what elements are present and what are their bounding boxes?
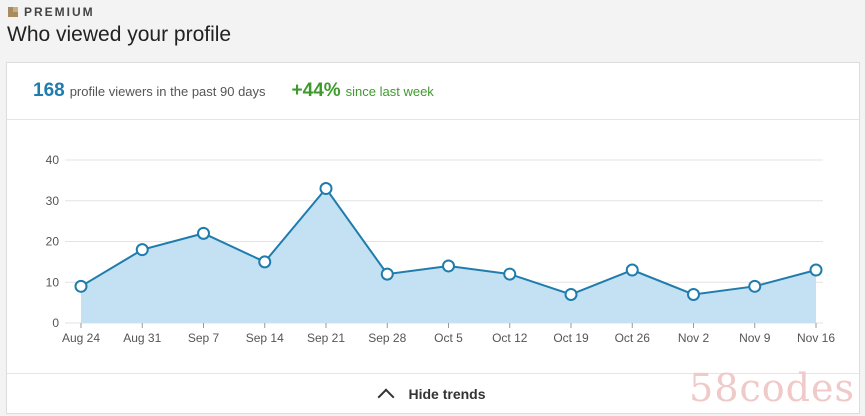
data-point[interactable] (258, 255, 272, 269)
y-tick-label: 10 (46, 275, 60, 289)
y-tick-label: 20 (46, 235, 60, 249)
change-value: +44% (291, 80, 341, 101)
x-tick-label: Oct 26 (615, 331, 651, 345)
x-tick-label: Nov 9 (739, 331, 771, 345)
x-tick-label: Oct 5 (434, 331, 463, 345)
data-point[interactable] (380, 267, 394, 281)
data-point[interactable] (625, 263, 639, 277)
premium-icon (8, 7, 18, 17)
data-point[interactable] (809, 263, 823, 277)
x-tick-label: Oct 19 (553, 331, 589, 345)
chevron-up-icon[interactable] (377, 388, 395, 405)
trend-chart: 0 10 20 30 40 Aug 24 Aug 31 Sep 7 Sep 14 Sep 21 Se… (46, 153, 836, 345)
x-tick-label: Nov 2 (678, 331, 710, 345)
data-point[interactable] (564, 287, 578, 301)
change-stat: +44% since last week (266, 80, 434, 102)
x-tick-label: Aug 31 (123, 331, 161, 345)
page-title: Who viewed your profile (7, 23, 232, 46)
y-tick-label: 40 (46, 153, 60, 167)
viewers-stat: 168 profile viewers in the past 90 days (33, 80, 266, 102)
x-tick-label: Sep 7 (188, 331, 220, 345)
data-point[interactable] (748, 279, 762, 293)
data-point[interactable] (197, 226, 210, 240)
x-tick-label: Aug 24 (62, 331, 100, 345)
x-tick-label: Nov 16 (797, 331, 835, 345)
y-tick-label: 0 (52, 316, 59, 330)
data-point[interactable] (319, 182, 333, 196)
hide-trends-button[interactable]: Hide trends (408, 385, 486, 402)
y-tick-label: 30 (46, 194, 60, 208)
x-tick-label: Sep 28 (368, 331, 406, 345)
area-fill (81, 188, 816, 323)
card-header: 168 profile viewers in the past 90 days … (7, 63, 859, 120)
premium-row: PREMIUM (8, 5, 95, 19)
premium-label: PREMIUM (24, 5, 95, 19)
viewers-count[interactable]: 168 (33, 80, 65, 101)
x-tick-label: Sep 21 (307, 331, 345, 345)
data-point[interactable] (503, 267, 517, 281)
viewers-text: profile viewers in the past 90 days (69, 84, 266, 99)
card-footer: Hide trends (7, 373, 859, 413)
profile-views-card: 168 profile viewers in the past 90 days … (6, 62, 860, 414)
chart-area: 0 10 20 30 40 Aug 24 Aug 31 Sep 7 Sep 14 Sep 21 Se… (7, 120, 859, 373)
data-point[interactable] (687, 287, 700, 301)
x-tick-label: Sep 14 (246, 331, 284, 345)
data-point[interactable] (135, 243, 149, 257)
data-point[interactable] (74, 279, 88, 293)
data-point[interactable] (442, 259, 455, 273)
change-text: since last week (345, 84, 434, 99)
watermark: 58codes (689, 366, 855, 410)
x-tick-label: Oct 12 (492, 331, 528, 345)
